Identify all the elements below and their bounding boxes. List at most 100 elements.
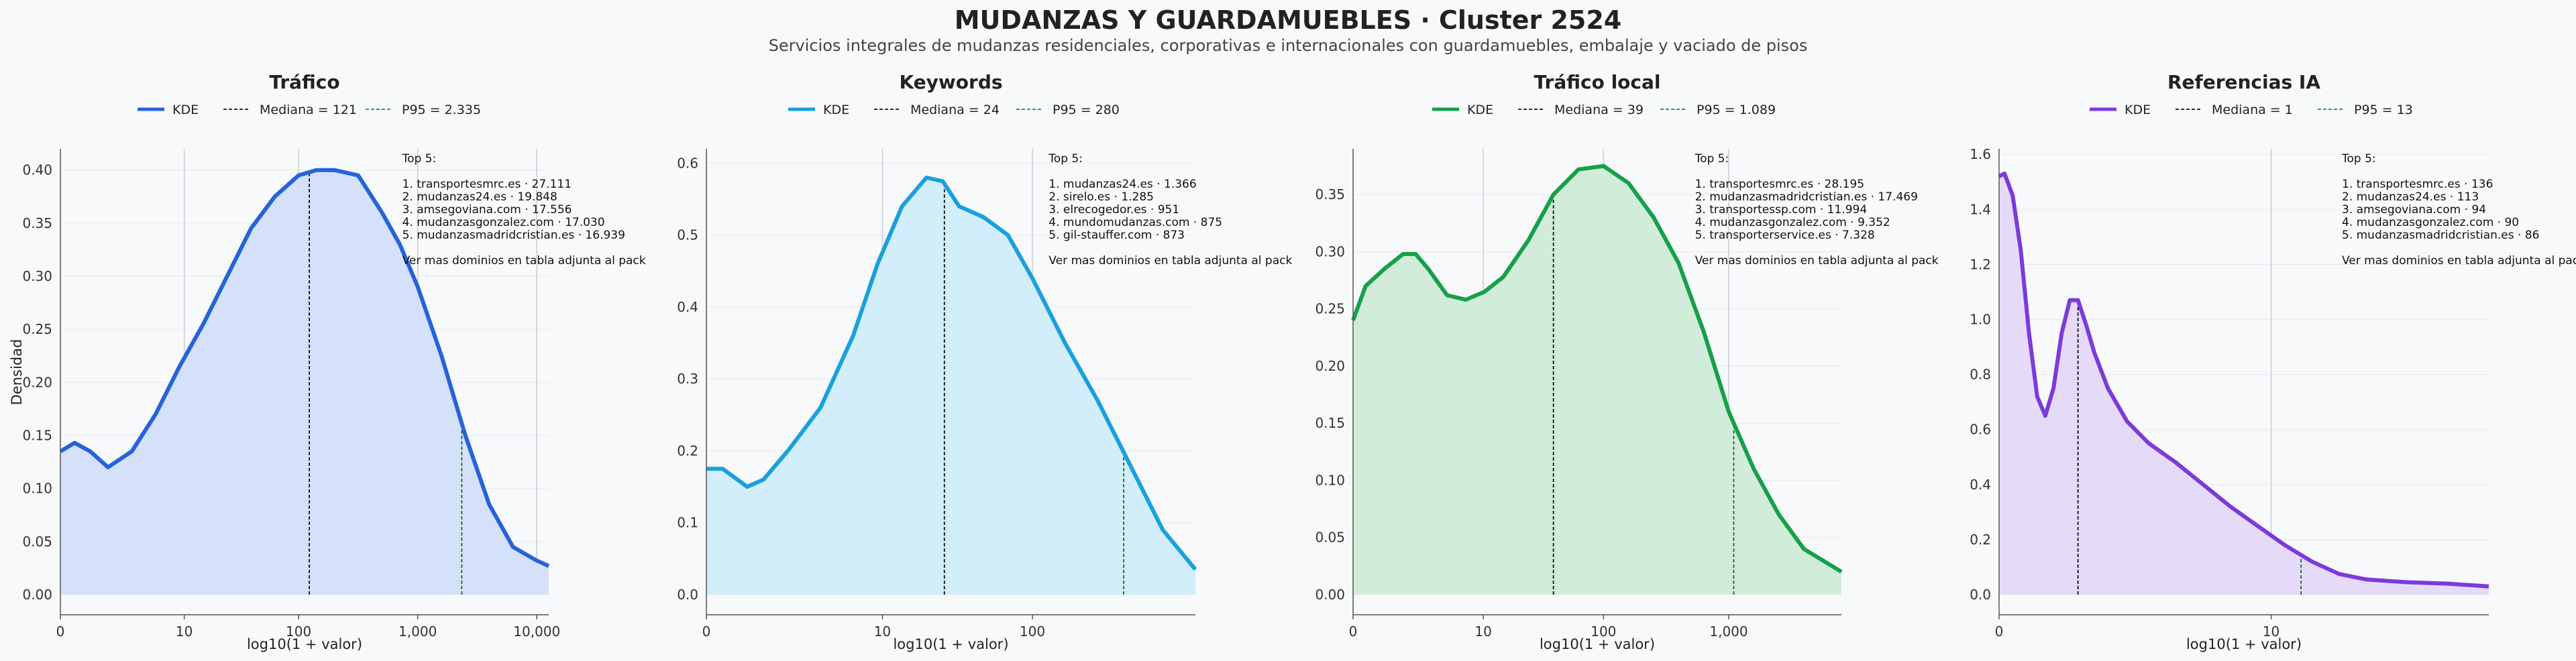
y-tick-label: 0.4	[1970, 477, 1991, 493]
y-axis-label: Densidad	[9, 339, 25, 406]
y-tick-label: 0.35	[1315, 186, 1345, 202]
y-tick-label: 0.2	[677, 442, 698, 459]
kde-area	[60, 170, 549, 595]
y-tick-label: 0.8	[1970, 367, 1991, 383]
y-tick-label: 0.15	[22, 428, 52, 444]
y-tick-label: 0.25	[22, 321, 52, 337]
annotation-line: Ver mas dominios en tabla adjunta al pac…	[1049, 254, 1292, 267]
chart-panel-1: Keywords KDE Mediana = 24 P95 = 280 0.0 0.1 0.…	[677, 71, 1292, 652]
panel-title: Tráfico local	[1534, 71, 1661, 93]
annotation-line: 2. mudanzas24.es · 113	[2342, 190, 2479, 204]
y-tick-label: 0.6	[1970, 422, 1991, 438]
x-tick-label: 0	[702, 623, 711, 640]
annotation-line: 4. mudanzasgonzalez.com · 17.030	[402, 216, 605, 229]
y-tick-label: 0.5	[677, 227, 698, 243]
x-tick-label: 10	[1474, 623, 1491, 640]
annotation-line: 2. mudanzas24.es · 19.848	[402, 190, 557, 204]
kde-area	[706, 177, 1195, 595]
chart-panel-0: Tráfico KDE Mediana = 121 P95 = 2.335 0.00 0.…	[9, 71, 646, 652]
x-axis-label: log10(1 + valor)	[247, 636, 362, 652]
y-tick-label: 0.4	[677, 299, 698, 315]
x-tick-label: 1,000	[1709, 623, 1748, 640]
x-tick-label: 0	[56, 623, 65, 640]
annotation-line: Ver mas dominios en tabla adjunta al pac…	[1695, 254, 1939, 267]
annotation-line: Ver mas dominios en tabla adjunta al pac…	[402, 254, 646, 267]
kde-area	[1353, 166, 1841, 595]
annotation-line: 3. elrecogedor.es · 951	[1049, 203, 1179, 217]
legend-label-p95: P95 = 13	[2354, 103, 2413, 117]
chart-panel-2: Tráfico local KDE Mediana = 39 P95 = 1.089 0…	[1315, 71, 1938, 652]
legend: KDE Mediana = 39 P95 = 1.089	[1432, 103, 1776, 117]
annotation-line: 3. transportessp.com · 11.994	[1695, 203, 1868, 217]
annotation-line: 5. mudanzasmadridcristian.es · 16.939	[402, 229, 625, 242]
page-subtitle: Servicios integrales de mudanzas residen…	[768, 36, 1808, 55]
annotation-line: 5. gil-stauffer.com · 873	[1049, 229, 1185, 242]
legend-label-median: Mediana = 24	[910, 103, 1000, 117]
x-tick-label: 10,000	[513, 623, 560, 640]
kde-area	[1999, 173, 2489, 595]
y-tick-label: 0.05	[1315, 530, 1345, 546]
x-tick-label: 100	[286, 623, 311, 640]
kde-line	[1998, 171, 2489, 589]
x-tick-label: 0	[1995, 623, 2004, 640]
annotation-line: 1. transportesmrc.es · 28.195	[1695, 178, 1864, 191]
x-tick-label: 100	[1020, 623, 1045, 640]
x-tick-label: 10	[874, 623, 891, 640]
annotation-line: 1. mudanzas24.es · 1.366	[1049, 178, 1196, 191]
panel-title: Keywords	[899, 71, 1002, 93]
x-axis-label: log10(1 + valor)	[893, 636, 1008, 652]
legend: KDE Mediana = 1 P95 = 13	[2090, 103, 2413, 117]
y-tick-label: 0.25	[1315, 301, 1345, 317]
y-tick-label: 0.20	[1315, 358, 1345, 374]
y-tick-label: 0.30	[22, 268, 52, 284]
y-tick-label: 0.05	[22, 534, 52, 550]
y-tick-label: 0.20	[22, 374, 52, 390]
annotation-line: 1. transportesmrc.es · 27.111	[402, 178, 572, 191]
legend-label-kde: KDE	[2125, 103, 2151, 117]
annotation-line: 4. mudanzasgonzalez.com · 90	[2342, 216, 2519, 229]
y-tick-label: 0.00	[22, 587, 52, 603]
annotation-line: 3. amsegoviana.com · 17.556	[402, 203, 572, 217]
x-tick-label: 1,000	[398, 623, 437, 640]
y-tick-label: 1.6	[1970, 146, 1991, 162]
y-tick-label: 0.6	[677, 155, 698, 171]
y-tick-label: 0.15	[1315, 415, 1345, 431]
kde-line	[706, 175, 1197, 571]
x-axis-label: log10(1 + valor)	[2186, 636, 2302, 652]
y-tick-label: 0.10	[22, 481, 52, 497]
y-tick-label: 0.3	[677, 371, 698, 387]
legend: KDE Mediana = 24 P95 = 280	[788, 103, 1120, 117]
y-tick-label: 1.4	[1970, 201, 1991, 217]
legend-label-kde: KDE	[1467, 103, 1493, 117]
annotation-line: Top 5:	[1048, 152, 1083, 166]
legend-label-median: Mediana = 1	[2212, 103, 2293, 117]
chart-panel-3: Referencias IA KDE Mediana = 1 P95 = 13 0.0 0…	[1970, 71, 2576, 652]
kde-line	[1351, 164, 1843, 574]
panel-title: Referencias IA	[2167, 71, 2320, 93]
x-tick-label: 10	[176, 623, 193, 640]
annotation-line: 5. transporterservice.es · 7.328	[1695, 229, 1875, 242]
x-axis-label: log10(1 + valor)	[1540, 636, 1655, 652]
annotation-line: 2. sirelo.es · 1.285	[1049, 190, 1154, 204]
y-tick-label: 0.2	[1970, 532, 1991, 548]
y-tick-label: 0.35	[22, 215, 52, 231]
y-tick-label: 0.0	[677, 587, 698, 603]
annotation-line: 3. amsegoviana.com · 94	[2342, 203, 2486, 217]
annotation-line: Ver mas dominios en tabla adjunta al pac…	[2342, 254, 2576, 267]
y-tick-label: 0.00	[1315, 587, 1345, 603]
kde-line	[59, 168, 550, 568]
legend-label-p95: P95 = 2.335	[402, 103, 481, 117]
legend-label-median: Mediana = 39	[1554, 103, 1644, 117]
legend-label-p95: P95 = 1.089	[1697, 103, 1776, 117]
annotation-line: 4. mundomudanzas.com · 875	[1049, 216, 1222, 229]
y-tick-label: 0.40	[22, 162, 52, 178]
legend-label-kde: KDE	[823, 103, 849, 117]
x-tick-label: 10	[2263, 623, 2279, 640]
annotation-line: Top 5:	[2341, 152, 2376, 166]
annotation-line: 2. mudanzasmadridcristian.es · 17.469	[1695, 190, 1918, 204]
y-tick-label: 0.0	[1970, 587, 1991, 603]
